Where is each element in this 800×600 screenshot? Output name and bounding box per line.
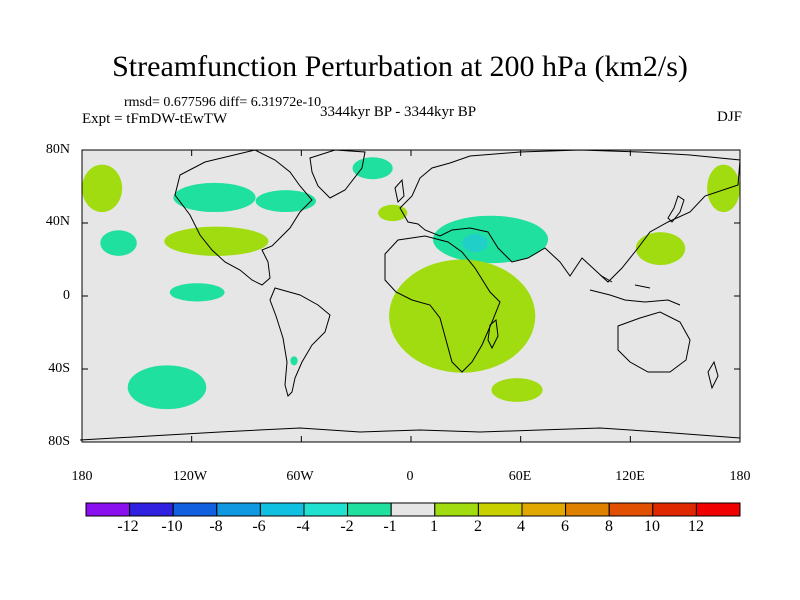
cb-label-pos4: 4 — [517, 518, 525, 535]
time-period-label: 3344kyr BP - 3344kyr BP — [320, 104, 477, 120]
n-pacific-dateline-pos — [707, 164, 740, 213]
subtropical-pacific-neg — [100, 230, 137, 256]
colorbar-swatch — [172, 502, 218, 517]
coast-new-zealand — [707, 360, 719, 390]
colorbar — [85, 502, 741, 517]
lon-label-120e: 120E — [615, 469, 645, 484]
rmsd-diff-stats: rmsd= 0.677596 diff= 6.31972e-10 — [124, 95, 322, 110]
cb-label-neg6: -6 — [252, 518, 266, 535]
lat-label-80n: 80N — [45, 142, 70, 157]
colorbar-swatch — [695, 502, 741, 517]
lat-label-80s: 80S — [48, 434, 70, 449]
cb-label-pos6: 6 — [561, 518, 569, 535]
lon-label-120w: 120W — [172, 469, 208, 484]
coast-north-america — [174, 149, 313, 286]
lat-label-40s: 40S — [48, 361, 70, 376]
colorbar-swatch — [521, 502, 567, 517]
colorbar-swatch — [565, 502, 610, 517]
cb-label-pos2: 2 — [474, 518, 482, 535]
experiment-label: Expt = tFmDW-tEwTW — [82, 111, 228, 127]
season-label: DJF — [716, 109, 742, 125]
coast-eurasia — [399, 149, 741, 283]
colorbar-swatch — [129, 502, 174, 517]
coast-antarctica — [79, 427, 741, 441]
coastlines — [79, 149, 741, 441]
s-pacific-neg — [127, 365, 207, 410]
cb-label-pos8: 8 — [605, 518, 613, 535]
coast-japan — [667, 195, 685, 223]
cb-label-pos1: 1 — [430, 518, 438, 535]
colorbar-swatch — [608, 502, 654, 517]
colorbar-swatch — [303, 502, 349, 517]
middle-east-core-neg — [462, 233, 488, 253]
coast-africa — [384, 235, 501, 373]
cb-label-neg4: -4 — [296, 518, 310, 535]
coast-greenland — [309, 149, 366, 199]
colorbar-swatch — [434, 502, 479, 517]
colorbar-swatch — [347, 502, 392, 517]
lat-label-eq: 0 — [63, 288, 70, 303]
e-pacific-eq-neg — [169, 283, 225, 302]
cb-label-pos12: 12 — [688, 518, 704, 535]
colorbar-swatch — [477, 502, 523, 517]
lon-label-60e: 60E — [508, 469, 532, 484]
s-america-small-neg — [290, 356, 298, 366]
w-pacific-pos — [635, 232, 686, 265]
africa-pos — [389, 259, 536, 373]
colorbar-swatch — [652, 502, 697, 517]
cb-label-neg1: -1 — [383, 518, 397, 535]
coast-uk — [394, 178, 405, 204]
cb-label-neg8: -8 — [209, 518, 223, 535]
coast-south-america — [269, 287, 331, 397]
coast-madagascar — [487, 319, 499, 350]
axis-ticks — [81, 149, 741, 443]
cb-label-neg2: -2 — [340, 518, 354, 535]
lon-label-60w: 60W — [286, 469, 314, 484]
lon-label-0: 0 — [406, 469, 414, 484]
coast-indonesia — [589, 274, 681, 306]
n-pacific-north-pos — [82, 164, 123, 213]
map-plot — [79, 149, 741, 443]
cb-label-neg10: -10 — [161, 518, 183, 535]
colorbar-swatch — [216, 502, 261, 517]
lat-label-40n: 40N — [45, 214, 70, 229]
subtropical-atlantic-pos — [164, 226, 269, 256]
figure-title: Streamfunction Perturbation at 200 hPa (… — [112, 50, 688, 83]
cb-label-neg12: -12 — [117, 518, 139, 535]
lon-label-180e: 180 — [729, 469, 751, 484]
lon-label-180w: 180 — [71, 469, 93, 484]
greenland-sea-neg — [352, 157, 393, 180]
n-america-neg — [173, 182, 256, 213]
colorbar-swatch — [85, 502, 131, 517]
colorbar-swatch — [259, 502, 305, 517]
colorbar-swatch — [390, 502, 436, 517]
coast-australia — [617, 311, 691, 373]
s-indian-pos — [491, 378, 543, 402]
cb-label-pos10: 10 — [644, 518, 660, 535]
n-atlantic-neg — [255, 190, 316, 213]
